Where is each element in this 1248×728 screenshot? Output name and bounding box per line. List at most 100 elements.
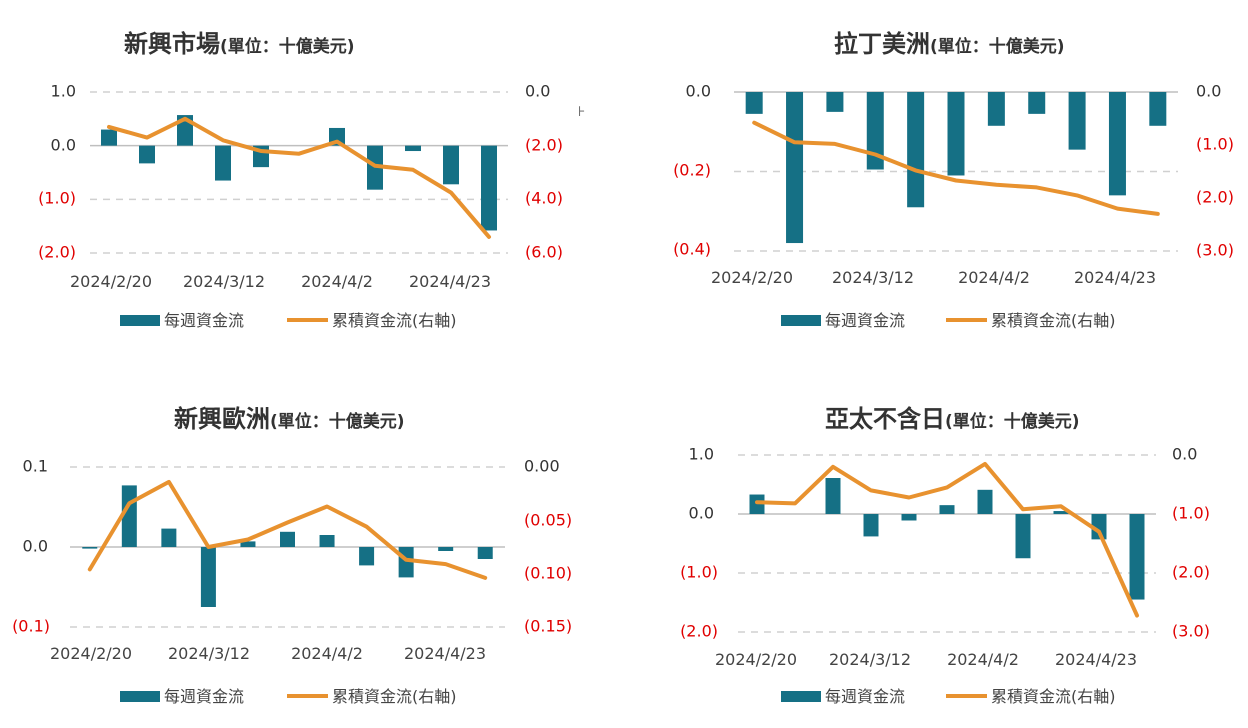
bar-mark <box>1053 511 1069 514</box>
bar-mark <box>101 129 117 146</box>
plot-area <box>90 91 508 254</box>
legend-line-label: 累積資金流(右軸) <box>991 687 1116 706</box>
right-tick-label: (6.0) <box>525 243 563 262</box>
left-tick-label: 1.0 <box>51 82 76 101</box>
bar-mark <box>745 92 763 114</box>
chart-title: 新興歐洲 <box>174 405 270 433</box>
left-tick-label: 0.0 <box>689 504 714 523</box>
cumulative-line <box>87 479 488 580</box>
x-tick-label: 2024/4/23 <box>1074 268 1156 287</box>
legend-bar-swatch <box>120 691 160 702</box>
cumulative-line <box>752 120 1160 216</box>
chart-subtitle: (單位：十億美元) <box>945 411 1080 432</box>
right-tick-label: (1.0) <box>1172 504 1210 523</box>
x-tick-label: 2024/4/23 <box>404 644 486 663</box>
bar-mark <box>82 547 98 549</box>
legend: 每週資金流 累積資金流(右軸) <box>120 311 457 330</box>
x-tick-label: 2024/4/23 <box>409 272 491 291</box>
bar-mark <box>1015 514 1031 559</box>
bar-mark <box>477 547 493 559</box>
bar-mark <box>987 92 1005 126</box>
plot-area <box>70 466 505 628</box>
bar-mark <box>749 494 765 514</box>
left-tick-label: (2.0) <box>680 622 718 641</box>
chart-subtitle: (單位：十億美元) <box>220 36 355 57</box>
right-tick-label: (2.0) <box>525 136 563 155</box>
x-tick-label: 2024/2/20 <box>715 650 797 669</box>
left-tick-label: 1.0 <box>689 445 714 464</box>
x-tick-label: 2024/3/12 <box>832 268 914 287</box>
bar-mark <box>405 145 421 152</box>
x-tick-label: 2024/4/2 <box>958 268 1030 287</box>
bar-mark <box>901 514 917 521</box>
bar-mark <box>139 145 155 164</box>
legend-bar-label: 每週資金流 <box>825 687 905 706</box>
left-tick-label: 0.1 <box>23 457 48 476</box>
bar-mark <box>200 547 216 607</box>
right-tick-label: 0.0 <box>1172 445 1197 464</box>
left-tick-label: (1.0) <box>38 189 76 208</box>
left-tick-label: (0.1) <box>12 617 50 636</box>
bar-mark <box>786 92 804 244</box>
legend-bar-label: 每週資金流 <box>164 311 244 330</box>
legend: 每週資金流 累積資金流(右軸) <box>781 687 1116 706</box>
legend-bar-label: 每週資金流 <box>164 687 244 706</box>
left-tick-label: 0.0 <box>51 136 76 155</box>
chart-panel-latam: 拉丁美洲 (單位：十億美元) 0.0 (0.2) (0.4) 0.0 (1.0)… <box>673 30 1234 330</box>
bar-mark <box>1028 92 1046 114</box>
legend-bar-swatch <box>781 315 821 326</box>
legend-bar-swatch <box>781 691 821 702</box>
legend-line-label: 累積資金流(右軸) <box>991 311 1116 330</box>
legend-bar-swatch <box>120 315 160 326</box>
left-tick-label: 0.0 <box>23 537 48 556</box>
bar-mark <box>907 92 925 208</box>
chart-subtitle: (單位：十億美元) <box>930 36 1065 57</box>
plot-area <box>734 91 1178 252</box>
bar-mark <box>1149 92 1167 126</box>
legend-line-label: 累積資金流(右軸) <box>332 687 457 706</box>
right-tick-label: (3.0) <box>1172 622 1210 641</box>
right-tick-label: (3.0) <box>1196 241 1234 260</box>
right-tick-label: (2.0) <box>1172 563 1210 582</box>
x-tick-label: 2024/3/12 <box>168 644 250 663</box>
left-tick-label: (2.0) <box>38 243 76 262</box>
legend: 每週資金流 累積資金流(右軸) <box>120 687 457 706</box>
x-tick-label: 2024/2/20 <box>711 268 793 287</box>
x-tick-label: 2024/3/12 <box>183 272 265 291</box>
chart-title: 新興市場 <box>124 30 220 58</box>
bar-mark <box>215 145 231 181</box>
bar-mark <box>825 478 841 514</box>
bar-mark <box>121 485 137 547</box>
chart-panel-em-equity: 新興市場 (單位：十億美元) 1.0 0.0 (1.0) (2.0) 0.0 (… <box>38 30 563 330</box>
right-tick-label: 0.0 <box>1196 82 1221 101</box>
x-tick-label: 2024/4/23 <box>1055 650 1137 669</box>
bar-mark <box>1129 514 1145 600</box>
cursor-icon: ⊦ <box>578 104 585 120</box>
bar-mark <box>866 92 884 170</box>
x-tick-label: 2024/3/12 <box>829 650 911 669</box>
chart-panel-em-europe: 新興歐洲 (單位：十億美元) 0.1 0.0 (0.1) 0.00 (0.05)… <box>12 405 572 706</box>
bar-mark <box>443 145 459 185</box>
right-tick-label: 0.0 <box>525 82 550 101</box>
bar-mark <box>826 92 844 112</box>
bar-mark <box>939 505 955 514</box>
chart-title: 亞太不含日 <box>825 405 945 433</box>
chart-title: 拉丁美洲 <box>834 30 930 58</box>
bar-mark <box>438 547 454 551</box>
legend-line-label: 累積資金流(右軸) <box>332 311 457 330</box>
chart-panel-apac-ex-japan: 亞太不含日 (單位：十億美元) 1.0 0.0 (1.0) (2.0) 0.0 … <box>680 405 1210 706</box>
right-tick-label: (4.0) <box>525 189 563 208</box>
bar-mark <box>1091 514 1107 540</box>
left-tick-label: (0.4) <box>673 240 711 259</box>
left-tick-label: (0.2) <box>673 161 711 180</box>
bar-mark <box>863 514 879 537</box>
bar-mark <box>280 531 295 547</box>
right-tick-label: (0.10) <box>524 564 572 583</box>
bar-mark <box>359 547 375 566</box>
plot-area <box>738 454 1156 633</box>
legend-bar-label: 每週資金流 <box>825 311 905 330</box>
right-tick-label: (0.05) <box>524 511 572 530</box>
bar-mark <box>481 145 497 231</box>
bar-mark <box>947 92 965 176</box>
right-tick-label: (0.15) <box>524 617 572 636</box>
